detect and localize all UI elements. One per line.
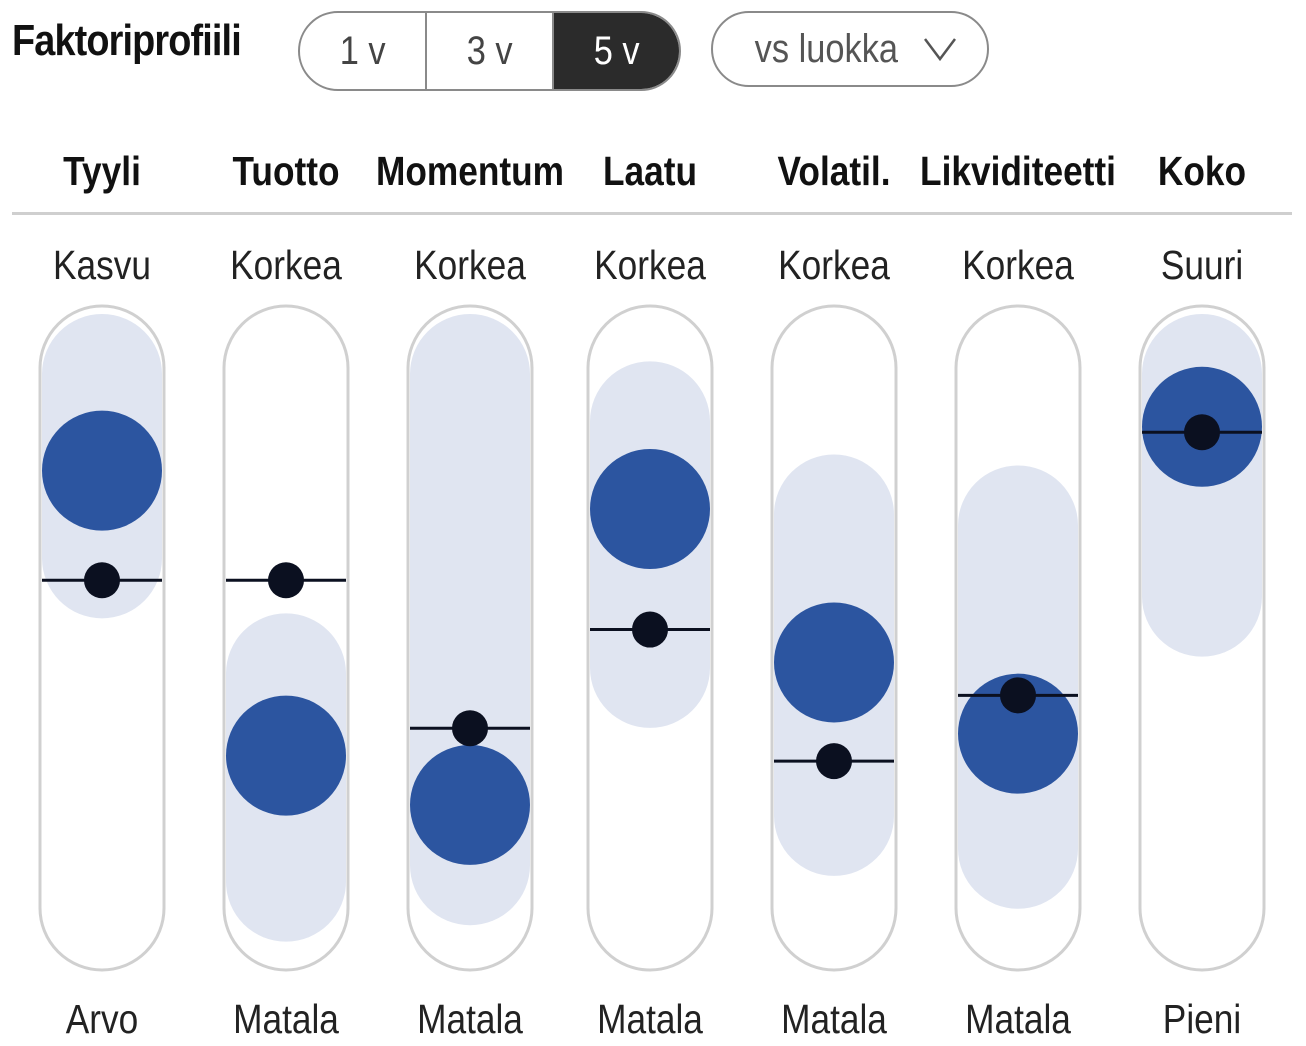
factor-benchmark-dot-2 xyxy=(452,710,488,747)
factor-high-label-4: Korkea xyxy=(769,242,899,289)
factor-header-0-text: Tyyli xyxy=(63,148,141,194)
factor-low-label-4: Matala xyxy=(772,996,895,1043)
period-3y-label: 3 v xyxy=(466,28,513,73)
factor-low-label-2: Matala xyxy=(408,996,531,1043)
factor-low-label-1: Matala xyxy=(224,996,347,1043)
factor-low-label-2-text: Matala xyxy=(417,996,523,1042)
factor-benchmark-dot-1 xyxy=(268,562,304,599)
factor-header-2-text: Momentum xyxy=(375,148,565,194)
factor-low-label-6: Pieni xyxy=(1156,996,1247,1043)
factor-header-0: Tyyli xyxy=(57,148,147,195)
factor-header-row: Tyyli Tuotto Momentum Laatu Volatil. Likvidit… xyxy=(0,148,1306,200)
factor-portfolio-marker-0 xyxy=(42,410,162,531)
factor-high-label-6-text: Suuri xyxy=(1160,242,1244,288)
factor-low-label-5-text: Matala xyxy=(965,996,1071,1042)
factor-high-label-0: Kasvu xyxy=(45,242,159,289)
factor-portfolio-marker-1 xyxy=(226,695,346,816)
period-3y-button[interactable]: 3 v xyxy=(427,13,554,89)
page-title: Faktoriprofiili xyxy=(12,16,242,65)
factor-header-3-text: Laatu xyxy=(602,148,698,194)
factor-low-label-6-text: Pieni xyxy=(1162,996,1242,1042)
period-selector: 1 v 3 v 5 v xyxy=(298,11,681,91)
factor-portfolio-marker-5 xyxy=(958,673,1078,794)
factor-high-label-4-text: Korkea xyxy=(778,242,890,288)
factor-header-5-text: Likviditeetti xyxy=(920,148,1116,194)
factor-high-label-1-text: Korkea xyxy=(230,242,342,288)
factor-portfolio-marker-3 xyxy=(590,449,710,569)
factor-high-label-6: Suuri xyxy=(1154,242,1250,289)
factor-header-5: Likviditeetti xyxy=(904,148,1132,195)
factor-high-label-2-text: Korkea xyxy=(414,242,526,288)
factor-high-label-2: Korkea xyxy=(405,242,535,289)
factor-header-6-text: Koko xyxy=(1157,148,1247,194)
factor-high-label-3: Korkea xyxy=(585,242,715,289)
factor-header-4: Volatil. xyxy=(768,148,899,195)
factor-header-4-text: Volatil. xyxy=(777,148,891,194)
period-1y-label: 1 v xyxy=(339,28,386,73)
factor-high-label-5-text: Korkea xyxy=(962,242,1074,288)
factor-low-label-1-text: Matala xyxy=(233,996,339,1042)
factor-low-label-3-text: Matala xyxy=(597,996,703,1042)
factor-benchmark-dot-5 xyxy=(1000,677,1036,714)
factor-benchmark-dot-3 xyxy=(632,611,668,648)
factor-low-label-4-text: Matala xyxy=(781,996,887,1042)
factor-high-label-3-text: Korkea xyxy=(594,242,706,288)
factor-high-label-1: Korkea xyxy=(221,242,351,289)
compare-dropdown[interactable]: vs luokka xyxy=(711,11,989,87)
factor-portfolio-marker-4 xyxy=(774,602,894,723)
factor-high-label-0-text: Kasvu xyxy=(53,242,151,288)
factor-header-1-text: Tuotto xyxy=(232,148,340,194)
factor-portfolio-marker-2 xyxy=(410,744,530,865)
factor-benchmark-dot-4 xyxy=(816,743,852,780)
factor-benchmark-dot-0 xyxy=(84,562,120,599)
factor-low-label-3: Matala xyxy=(588,996,711,1043)
factor-high-label-5: Korkea xyxy=(953,242,1083,289)
compare-label: vs luokka xyxy=(754,26,898,71)
factor-low-label-0-text: Arvo xyxy=(65,996,139,1042)
factor-low-label-5: Matala xyxy=(956,996,1079,1043)
period-5y-label: 5 v xyxy=(593,28,640,73)
period-1y-button[interactable]: 1 v xyxy=(300,13,427,89)
factor-header-1: Tuotto xyxy=(224,148,348,195)
factor-header-2: Momentum xyxy=(361,148,580,195)
factor-low-label-0: Arvo xyxy=(60,996,144,1043)
factor-header-6: Koko xyxy=(1151,148,1254,195)
header-divider xyxy=(12,212,1292,215)
factor-header-3: Laatu xyxy=(595,148,704,195)
period-5y-button[interactable]: 5 v xyxy=(554,13,679,89)
chevron-down-icon xyxy=(923,36,957,62)
factor-benchmark-dot-6 xyxy=(1184,414,1220,451)
